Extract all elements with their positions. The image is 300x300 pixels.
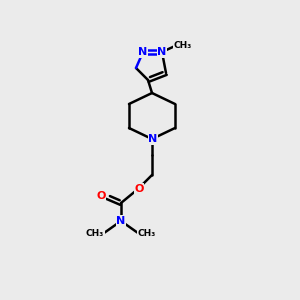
Text: CH₃: CH₃ [174,41,192,50]
Text: N: N [138,47,148,57]
Text: O: O [134,184,144,194]
Text: N: N [148,134,158,144]
Text: CH₃: CH₃ [138,229,156,238]
Text: N: N [158,47,166,57]
Text: O: O [96,191,106,201]
Text: CH₃: CH₃ [86,229,104,238]
Text: N: N [116,216,126,226]
